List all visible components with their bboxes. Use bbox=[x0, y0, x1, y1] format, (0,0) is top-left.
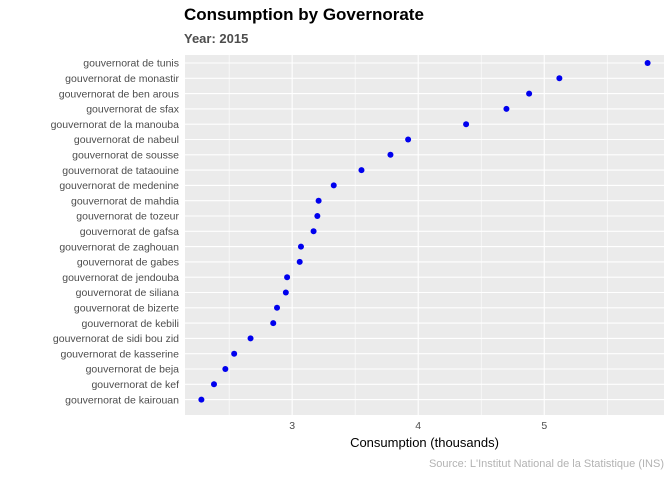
chart-caption: Source: L'Institut National de la Statis… bbox=[428, 458, 664, 470]
y-tick-label: gouvernorat de jendouba bbox=[62, 272, 179, 284]
data-points bbox=[198, 60, 651, 403]
y-tick-label: gouvernorat de nabeul bbox=[74, 134, 179, 146]
chart-title: Consumption by Governorate bbox=[184, 5, 424, 24]
data-point bbox=[387, 151, 394, 158]
data-point bbox=[463, 121, 470, 128]
y-tick-label: gouvernorat de ben arous bbox=[59, 88, 179, 100]
y-tick-label: gouvernorat de kasserine bbox=[61, 348, 180, 360]
data-point bbox=[405, 136, 412, 143]
y-tick-label: gouvernorat de gafsa bbox=[80, 226, 179, 238]
y-tick-label: gouvernorat de kairouan bbox=[65, 394, 179, 406]
y-tick-label: gouvernorat de tataouine bbox=[62, 165, 179, 177]
y-tick-label: gouvernorat de mahdia bbox=[71, 195, 179, 207]
y-tick-label: gouvernorat de gabes bbox=[77, 257, 179, 269]
data-point bbox=[315, 197, 322, 204]
data-point bbox=[284, 274, 291, 281]
data-point bbox=[222, 366, 229, 372]
y-tick-label: gouvernorat de medenine bbox=[59, 180, 179, 192]
y-tick-label: gouvernorat de beja bbox=[86, 364, 180, 376]
data-point bbox=[282, 289, 289, 296]
y-tick-label: gouvernorat de sousse bbox=[72, 150, 179, 162]
data-point bbox=[503, 105, 510, 112]
y-tick-label: gouvernorat de monastir bbox=[65, 73, 179, 85]
data-point bbox=[296, 258, 303, 265]
x-axis-title: Consumption (thousands) bbox=[350, 435, 499, 450]
y-tick-label: gouvernorat de zaghouan bbox=[59, 241, 179, 253]
plot-panel bbox=[185, 55, 664, 415]
data-point bbox=[247, 335, 254, 342]
data-point bbox=[297, 243, 304, 250]
x-tick-label: 5 bbox=[541, 420, 547, 432]
data-point bbox=[358, 167, 365, 174]
y-tick-label: gouvernorat de tunis bbox=[83, 58, 179, 70]
y-tick-label: gouvernorat de bizerte bbox=[74, 303, 179, 315]
data-point bbox=[198, 396, 205, 403]
y-tick-label: gouvernorat de sfax bbox=[86, 104, 180, 116]
y-tick-label: gouvernorat de la manouba bbox=[51, 119, 180, 131]
y-tick-label: gouvernorat de kebili bbox=[82, 318, 179, 330]
data-point bbox=[210, 381, 217, 388]
x-tick-label: 3 bbox=[289, 420, 295, 432]
y-tick-label: gouvernorat de siliana bbox=[76, 287, 179, 299]
major-gridlines bbox=[185, 55, 664, 415]
x-tick-label: 4 bbox=[415, 420, 421, 432]
data-point bbox=[314, 213, 321, 219]
y-tick-label: gouvernorat de sidi bou zid bbox=[53, 333, 179, 345]
y-tick-label: gouvernorat de kef bbox=[91, 379, 179, 391]
chart-subtitle: Year: 2015 bbox=[184, 31, 249, 46]
minor-gridlines bbox=[228, 55, 608, 415]
data-point bbox=[270, 320, 277, 327]
y-tick-label: gouvernorat de tozeur bbox=[76, 211, 179, 223]
data-point bbox=[274, 304, 281, 311]
x-tick-labels: 3 4 5 bbox=[289, 420, 547, 432]
data-point bbox=[556, 75, 563, 82]
data-point bbox=[231, 350, 238, 357]
data-point bbox=[330, 182, 337, 189]
data-point bbox=[644, 60, 651, 66]
data-point bbox=[310, 228, 317, 235]
data-point bbox=[526, 90, 533, 97]
y-tick-labels: gouvernorat de tunis gouvernorat de monas… bbox=[51, 58, 180, 407]
